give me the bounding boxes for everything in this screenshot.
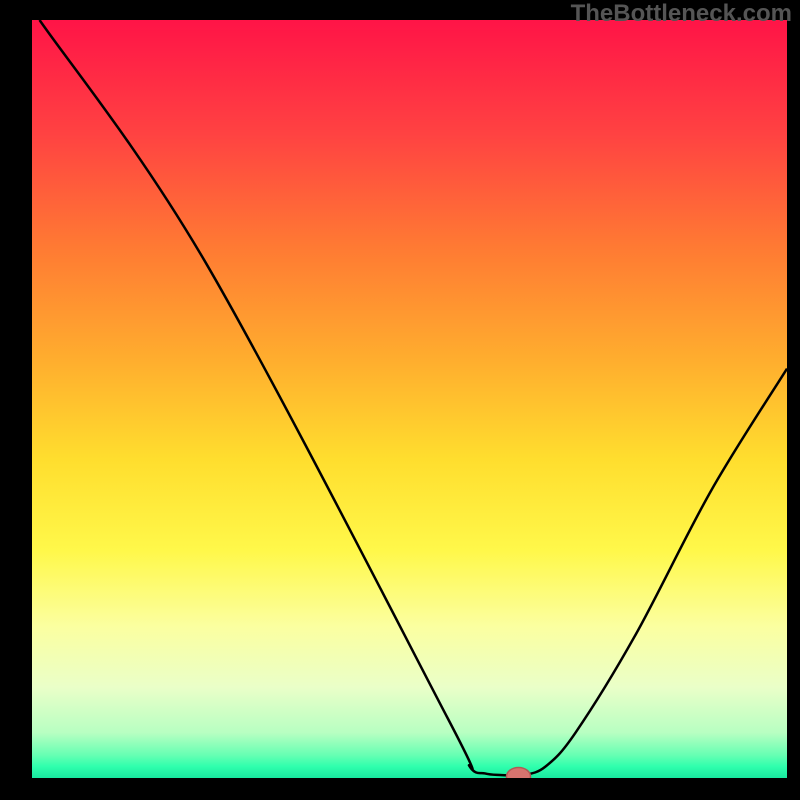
bottleneck-curve — [32, 20, 787, 778]
chart-plot-area — [30, 20, 787, 780]
watermark: TheBottleneck.com — [571, 0, 792, 28]
optimal-marker — [505, 766, 532, 780]
